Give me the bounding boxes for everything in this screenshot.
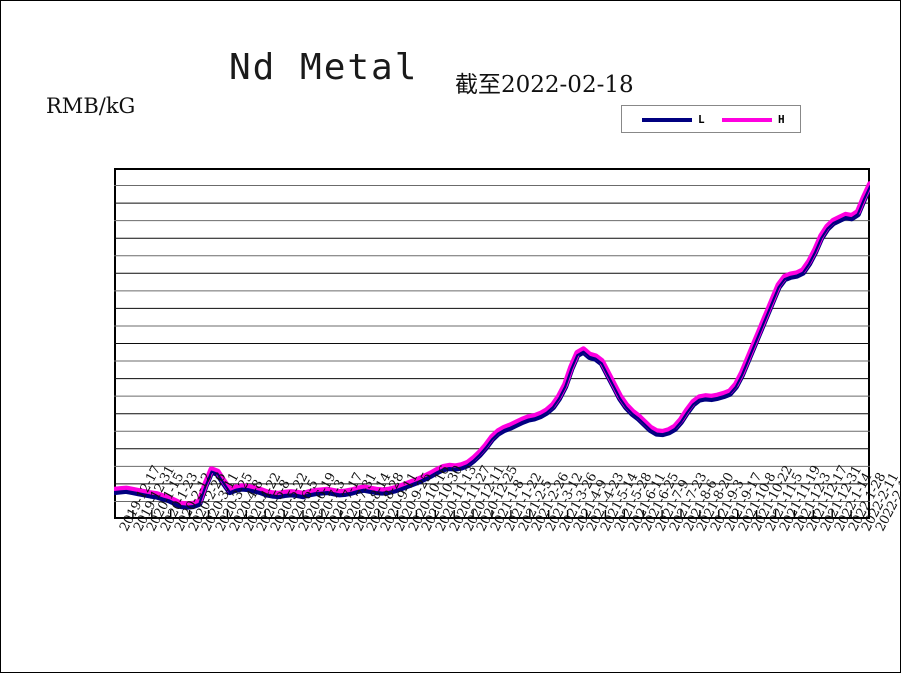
chart-legend: L H [621, 105, 801, 133]
legend-swatch-h [722, 118, 772, 122]
legend-label-h: H [778, 113, 785, 126]
chart-canvas [114, 181, 870, 519]
legend-entry-l: L [622, 106, 712, 134]
legend-swatch-l [642, 118, 692, 122]
plot-area [114, 168, 870, 519]
legend-label-l: L [698, 113, 705, 126]
y-axis-unit-label: RMB/kG [46, 94, 136, 118]
series-line-l-core [114, 185, 870, 508]
title-row: Nd Metal 截至2022-02-18 [1, 25, 901, 98]
chart-subtitle: 截至2022-02-18 [455, 72, 634, 98]
legend-entry-h: H [712, 106, 802, 134]
page-title: Nd Metal [229, 47, 419, 88]
